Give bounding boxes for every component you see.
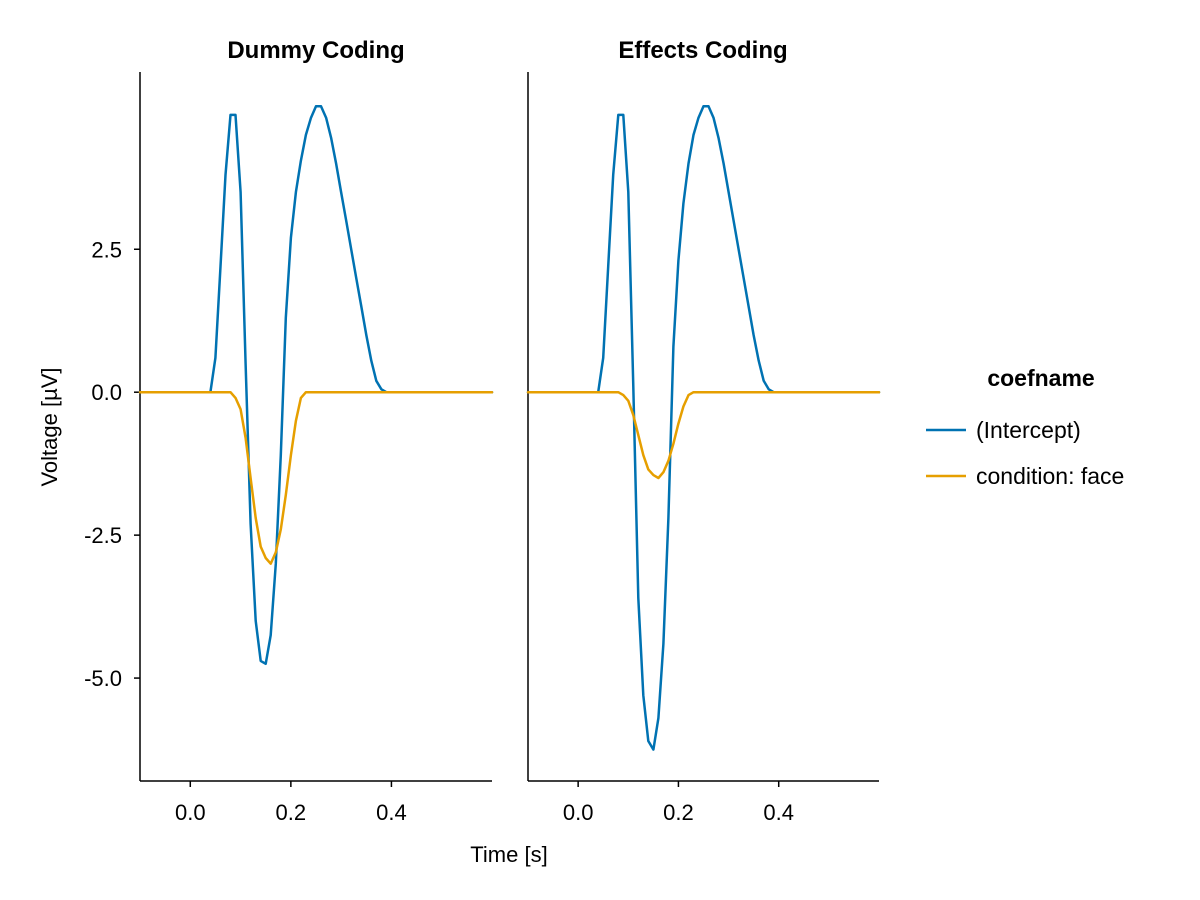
x-axis-label: Time [s] <box>470 842 547 867</box>
x-tick-label: 0.4 <box>763 800 794 825</box>
series-line-condition-face <box>526 390 881 480</box>
panel-dummy-coding: Dummy Coding 0.0 0.2 0.4 2.5 0.0 -2.5 -5.0 <box>84 37 494 825</box>
legend: coefname (Intercept) condition: face <box>926 365 1124 489</box>
plot-area-effects: 0.0 0.2 0.4 <box>526 72 881 825</box>
y-tick-label: 2.5 <box>91 237 122 262</box>
y-tick-label: -5.0 <box>84 666 122 691</box>
y-tick-label: 0.0 <box>91 380 122 405</box>
x-tick-label: 0.4 <box>376 800 407 825</box>
series-line-intercept <box>526 105 881 751</box>
panel-effects-coding: Effects Coding 0.0 0.2 0.4 <box>526 37 881 825</box>
legend-title: coefname <box>987 365 1094 391</box>
series-line-condition-face <box>138 390 494 565</box>
panel-title-effects: Effects Coding <box>618 37 787 64</box>
legend-label-intercept: (Intercept) <box>976 417 1081 443</box>
panel-title-dummy: Dummy Coding <box>227 37 404 64</box>
plot-area-dummy: 0.0 0.2 0.4 2.5 0.0 -2.5 -5.0 <box>84 72 494 825</box>
y-axis-label: Voltage [µV] <box>37 367 62 486</box>
x-tick-label: 0.2 <box>276 800 307 825</box>
x-tick-label: 0.0 <box>563 800 594 825</box>
x-tick-label: 0.0 <box>175 800 206 825</box>
x-tick-label: 0.2 <box>663 800 694 825</box>
y-tick-label: -2.5 <box>84 523 122 548</box>
legend-label-condition-face: condition: face <box>976 463 1124 489</box>
series-line-intercept <box>138 105 494 666</box>
